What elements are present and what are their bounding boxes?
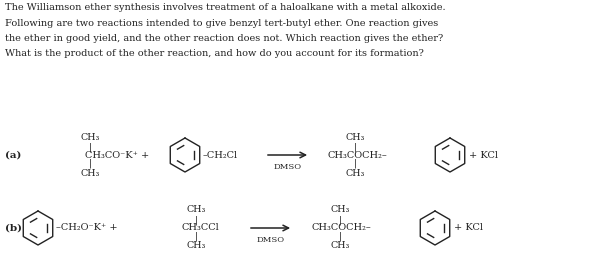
Text: |: | xyxy=(339,231,342,241)
Text: CH₃: CH₃ xyxy=(186,242,206,251)
Text: CH₃: CH₃ xyxy=(345,169,365,177)
Text: CH₃CCl: CH₃CCl xyxy=(182,224,220,232)
Text: CH₃: CH₃ xyxy=(81,169,99,177)
Text: CH₃: CH₃ xyxy=(330,206,350,214)
Text: (a): (a) xyxy=(5,150,21,160)
Text: DMSO: DMSO xyxy=(273,163,301,171)
Text: CH₃: CH₃ xyxy=(186,206,206,214)
Text: |: | xyxy=(88,142,91,152)
Text: |: | xyxy=(339,215,342,225)
Text: CH₃COCH₂–: CH₃COCH₂– xyxy=(312,224,371,232)
Text: What is the product of the other reaction, and how do you account for its format: What is the product of the other reactio… xyxy=(5,49,424,59)
Text: |: | xyxy=(88,158,91,168)
Text: |: | xyxy=(353,158,357,168)
Text: The Williamson ether synthesis involves treatment of a haloalkane with a metal a: The Williamson ether synthesis involves … xyxy=(5,3,446,12)
Text: Following are two reactions intended to give benzyl tert-butyl ether. One reacti: Following are two reactions intended to … xyxy=(5,18,438,28)
Text: the ether in good yield, and the other reaction does not. Which reaction gives t: the ether in good yield, and the other r… xyxy=(5,34,443,43)
Text: CH₃COCH₂–: CH₃COCH₂– xyxy=(327,150,387,160)
Text: –CH₂O⁻K⁺ +: –CH₂O⁻K⁺ + xyxy=(56,224,121,232)
Text: CH₃: CH₃ xyxy=(345,132,365,142)
Text: CH₃: CH₃ xyxy=(81,132,99,142)
Text: CH₃: CH₃ xyxy=(330,242,350,251)
Text: (b): (b) xyxy=(5,224,22,232)
Text: + KCl: + KCl xyxy=(469,150,498,160)
Text: |: | xyxy=(195,215,198,225)
Text: |: | xyxy=(195,231,198,241)
Text: DMSO: DMSO xyxy=(256,236,284,244)
Text: CH₃CO⁻K⁺ +: CH₃CO⁻K⁺ + xyxy=(85,150,149,160)
Text: + KCl: + KCl xyxy=(454,224,483,232)
Text: –CH₂Cl: –CH₂Cl xyxy=(203,150,238,160)
Text: |: | xyxy=(353,142,357,152)
